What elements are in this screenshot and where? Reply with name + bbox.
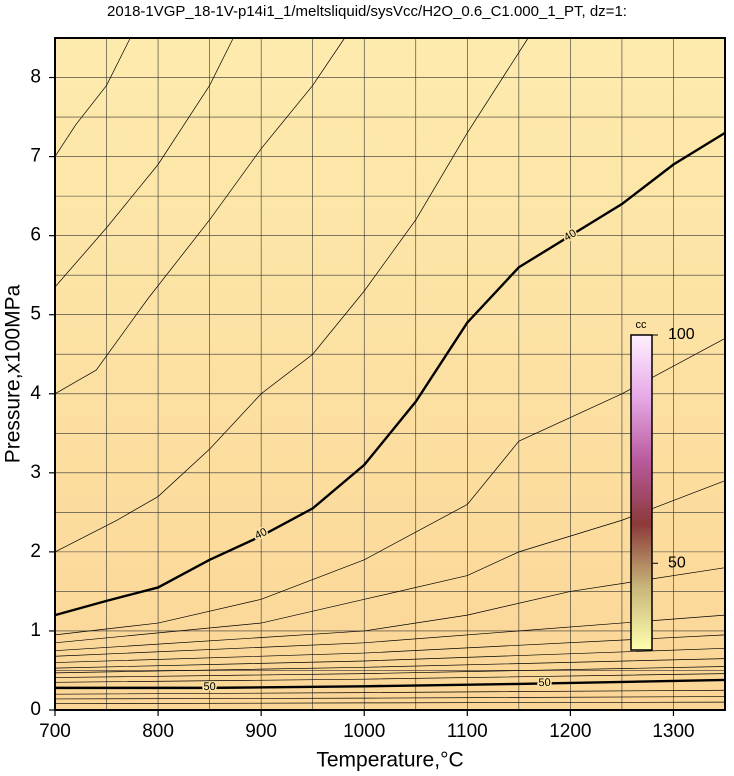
- y-tick-label: 6: [30, 225, 41, 246]
- contour-line: [54, 701, 726, 705]
- contour-label: 50: [203, 681, 215, 693]
- plot-frame: [54, 37, 726, 711]
- contour-label: 50: [538, 677, 550, 689]
- y-tick-label: 7: [30, 146, 41, 167]
- y-tick-label: 4: [30, 383, 41, 404]
- contour-line: [54, 666, 726, 678]
- contour-line: [54, 37, 529, 553]
- x-tick-label: 700: [39, 721, 71, 742]
- contour-line: [54, 673, 726, 683]
- contour-line: [54, 37, 345, 395]
- x-axis-label: Temperature,°C: [316, 749, 463, 772]
- contour-line: [54, 696, 726, 700]
- x-tick-label: 1200: [549, 721, 591, 742]
- y-tick-label: 8: [30, 67, 41, 88]
- chart-title: 2018-1VGP_18-1V-p14i1_1/meltsliquid/sysV…: [107, 3, 627, 20]
- x-tick-label: 1100: [447, 721, 488, 742]
- y-tick-label: 1: [30, 620, 41, 641]
- x-tick-label: 1300: [652, 721, 694, 742]
- contour-line: [54, 567, 726, 652]
- x-tick-label: 800: [142, 721, 174, 742]
- y-tick-label: 5: [30, 304, 41, 325]
- contour-line: [54, 37, 234, 288]
- y-tick-label: 3: [30, 462, 41, 483]
- y-tick-label: 2: [30, 541, 41, 562]
- contour-line: [54, 647, 726, 669]
- y-tick-label: 0: [30, 699, 41, 720]
- contour-line: [54, 614, 726, 657]
- y-axis-label: Pressure,x100MPa: [2, 284, 25, 463]
- x-tick-label: 900: [245, 721, 277, 742]
- colorbar-label: cc: [636, 319, 648, 331]
- colorbar: [630, 334, 653, 651]
- contour-line: [54, 37, 131, 157]
- colorbar-tick-label: 50: [668, 554, 686, 571]
- colorbar-tick-label: 100: [668, 326, 695, 343]
- plot-background: [55, 38, 725, 710]
- contour-line: [54, 658, 726, 674]
- contour-line: [54, 131, 726, 617]
- contour-line: [55, 678, 726, 690]
- contour-line: [54, 689, 726, 695]
- x-tick-label: 1000: [343, 721, 385, 742]
- contour-line: [54, 634, 726, 663]
- contour-line: [54, 480, 726, 644]
- contour-line: [54, 338, 726, 636]
